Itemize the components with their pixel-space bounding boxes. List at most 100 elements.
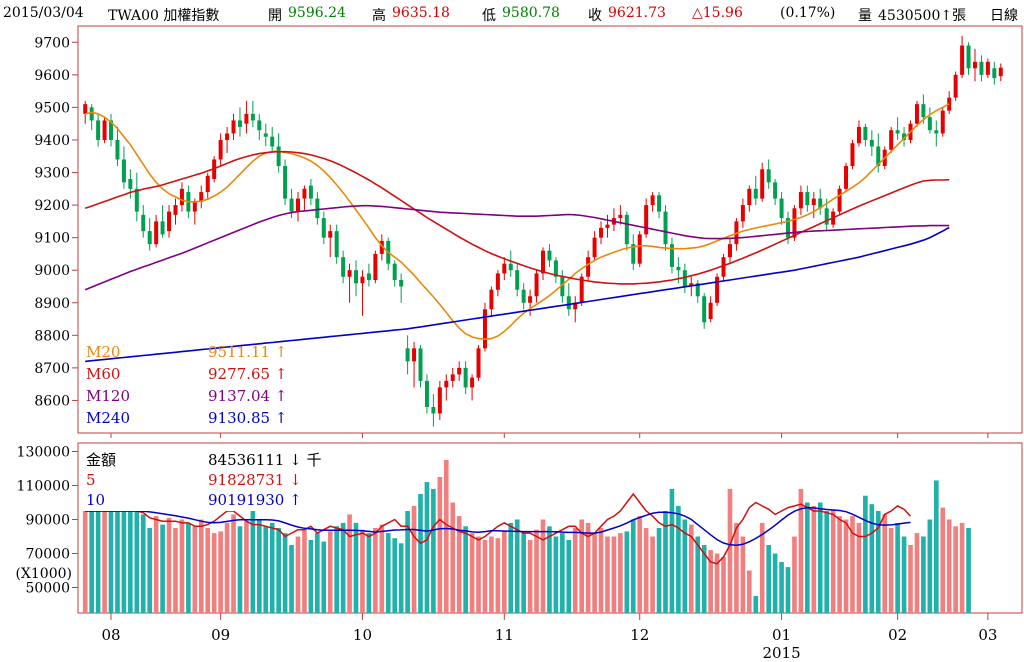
volume-bar — [914, 533, 920, 613]
candle — [121, 146, 126, 189]
volume-bar — [173, 528, 178, 613]
quote-date: 2015/03/04 — [3, 5, 84, 21]
volume-bar — [843, 519, 849, 613]
candle — [914, 100, 919, 127]
volume-y-ticks: 50000 70000 90000 110000 130000 — [17, 445, 78, 597]
candle-body — [566, 296, 571, 310]
candle — [418, 345, 423, 388]
candle — [611, 208, 616, 232]
candle-body — [766, 169, 771, 183]
candle-body — [109, 120, 114, 140]
candle-body — [811, 198, 816, 206]
volume-bar — [643, 528, 649, 613]
price-panel[interactable]: 8600 8700 8800 8900 9000 9100 9200 9300 9400 9500… — [34, 25, 1023, 434]
candle-body — [773, 182, 778, 199]
candle — [360, 270, 365, 316]
candle — [521, 283, 526, 310]
volume-legend-name: 10 — [86, 491, 105, 509]
candle-body — [895, 130, 900, 134]
x-tick-label: 03 — [978, 626, 997, 644]
volume-bar — [456, 516, 462, 613]
candle — [566, 283, 571, 316]
volume-y-tick-label: 110000 — [17, 479, 70, 495]
candle — [237, 107, 242, 137]
candle — [740, 198, 745, 228]
volume-bar — [682, 519, 688, 613]
candle — [605, 214, 610, 238]
candle-body — [347, 270, 352, 277]
candle-body — [457, 367, 462, 375]
volume-bar — [218, 531, 223, 613]
candle-body — [399, 279, 404, 287]
candle — [592, 231, 597, 261]
candle-body — [624, 214, 629, 245]
candle-body — [360, 276, 365, 284]
candle — [798, 185, 803, 215]
candle-body — [521, 289, 526, 303]
volume-bar — [205, 528, 211, 613]
volume-panel[interactable]: 50000 70000 90000 110000 130000 金額 84536111 ↓… — [15, 442, 1023, 614]
candle — [773, 179, 778, 206]
candle — [869, 130, 874, 157]
candle-body — [328, 231, 333, 238]
candle — [715, 273, 720, 307]
candle — [341, 250, 346, 284]
volume-bar — [753, 596, 759, 613]
volume-bar — [650, 536, 655, 613]
candle-body — [476, 348, 481, 378]
volume-bar — [302, 529, 307, 613]
candle — [263, 123, 268, 147]
price-y-tick-label: 8900 — [34, 296, 70, 312]
period-label: 日線 — [990, 8, 1018, 24]
x-tick-label: 12 — [630, 626, 649, 644]
candle — [141, 205, 146, 238]
x-tick-label: 01 — [772, 626, 791, 644]
candle — [876, 133, 881, 173]
candle-body — [966, 45, 971, 69]
price-y-tick-label: 9300 — [34, 166, 70, 182]
candle-body — [154, 221, 159, 245]
price-y-tick-label: 9500 — [34, 100, 70, 116]
candle — [154, 214, 159, 248]
candle — [992, 61, 997, 85]
volume-bar — [373, 528, 378, 613]
candle-body — [805, 192, 810, 206]
volume-bar — [830, 509, 836, 613]
volume-bar — [276, 528, 281, 613]
candle-body — [579, 276, 584, 303]
volume-bar — [792, 536, 797, 613]
volume-bar — [695, 536, 701, 613]
volume-bar — [527, 539, 533, 613]
candle-body — [547, 250, 552, 261]
price-y-tick-label: 9400 — [34, 133, 70, 149]
candle-body — [102, 120, 107, 140]
candle — [179, 182, 184, 212]
candle — [663, 205, 668, 251]
volume-bar — [250, 511, 256, 613]
volume-bar — [295, 536, 301, 613]
candle-body — [721, 257, 726, 277]
volume-bar — [186, 522, 191, 613]
candle-body — [366, 273, 371, 280]
volume-bar — [476, 536, 481, 613]
volume-bar — [431, 488, 436, 613]
candle-body — [837, 188, 842, 212]
candle — [450, 367, 455, 388]
x-tick-label: 10 — [353, 626, 372, 644]
candle — [470, 374, 475, 401]
candle-body — [689, 283, 694, 287]
candle-body — [779, 198, 784, 219]
volume-bar — [598, 528, 604, 613]
candle-body — [270, 136, 275, 147]
volume-bar — [560, 533, 565, 613]
candle — [502, 257, 507, 280]
candle-body — [618, 214, 623, 219]
x-tick-label: 09 — [211, 626, 230, 644]
candle — [109, 113, 114, 147]
candle-body — [727, 244, 732, 258]
candle — [747, 185, 752, 212]
candle — [850, 139, 855, 170]
candle-body — [792, 208, 797, 238]
volume-bar — [946, 519, 952, 613]
volume-legend: 金額 84536111 ↓ 千 5 91828731 ↓ 10 90191930 ↑ — [80, 445, 321, 511]
